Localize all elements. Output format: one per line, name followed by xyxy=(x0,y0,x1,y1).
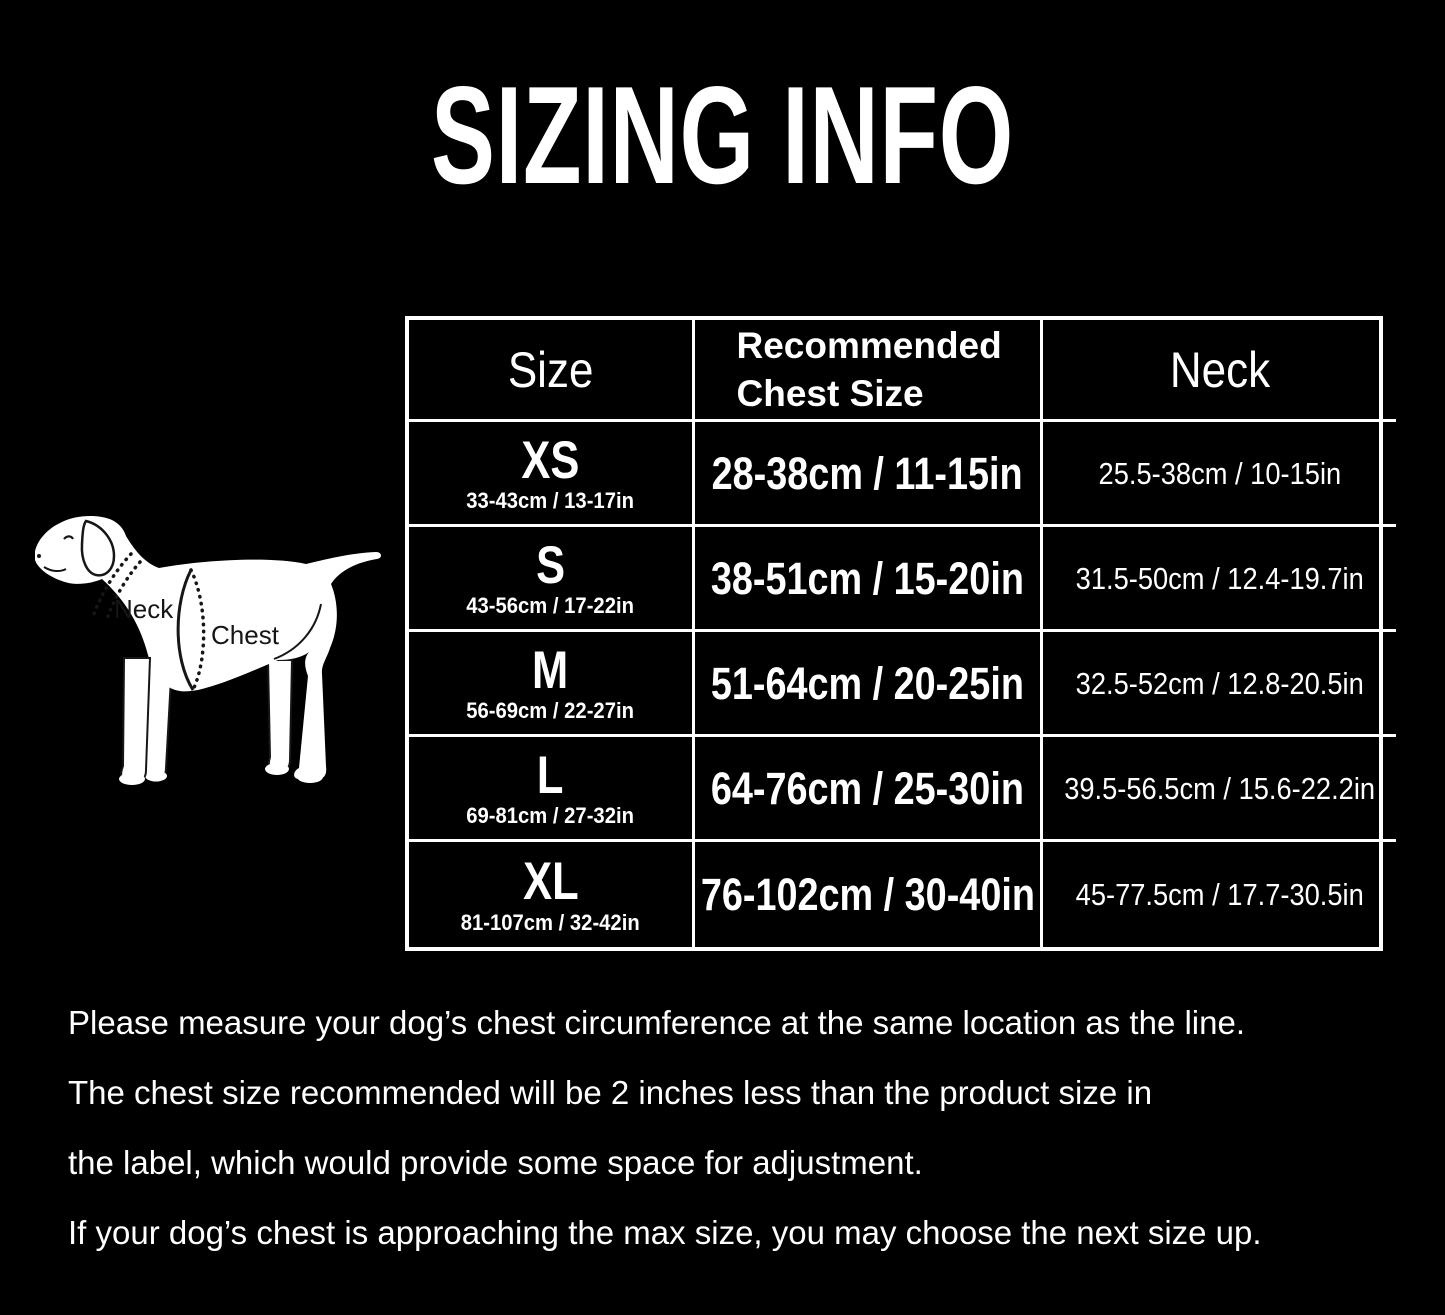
chest-cell-s: 38-51cm / 15-20in xyxy=(695,527,1043,632)
dog-diagram-svg: Neck Chest xyxy=(35,516,382,785)
neck-cell-l: 39.5-56.5cm / 15.6-22.2in xyxy=(1043,737,1397,842)
neck-measure-line xyxy=(92,552,133,616)
sizing-note: the label, which would provide some spac… xyxy=(68,1144,923,1181)
neck-range: 39.5-56.5cm / 15.6-22.2in xyxy=(1064,770,1376,806)
col-header-size-label: Size xyxy=(507,341,594,398)
size-cell-xl: XL 81-107cm / 32-42in xyxy=(409,842,695,947)
size-sub-range: 56-69cm / 22-27in xyxy=(466,698,635,724)
chest-range: 64-76cm / 25-30in xyxy=(710,762,1025,814)
size-cell-s: S 43-56cm / 17-22in xyxy=(409,527,695,632)
chest-cell-l: 64-76cm / 25-30in xyxy=(695,737,1043,842)
dog-silhouette xyxy=(35,516,382,779)
col-header-neck: Neck xyxy=(1043,320,1397,422)
neck-cell-xl: 45-77.5cm / 17.7-30.5in xyxy=(1043,842,1396,947)
size-sub-range: 43-56cm / 17-22in xyxy=(466,593,635,619)
neck-cell-m: 32.5-52cm / 12.8-20.5in xyxy=(1043,632,1397,737)
chest-range: 28-38cm / 11-15in xyxy=(711,447,1024,499)
neck-range: 45-77.5cm / 17.7-30.5in xyxy=(1075,877,1364,912)
dog-nose xyxy=(37,554,41,558)
sizing-note: The chest size recommended will be 2 inc… xyxy=(68,1074,1153,1111)
dog-mouth-line xyxy=(43,566,67,573)
size-letter: XS xyxy=(521,430,580,490)
dog-far-rear-leg xyxy=(266,659,294,772)
page-title: SIZING INFO xyxy=(430,58,1015,213)
chest-measure-line-solid xyxy=(176,569,195,691)
size-cell-l: L 69-81cm / 27-32in xyxy=(409,737,695,842)
chest-range: 38-51cm / 15-20in xyxy=(710,552,1025,604)
neck-label: Neck xyxy=(114,594,174,624)
dog-far-rear-paw xyxy=(265,763,289,775)
dog-far-front-paw xyxy=(145,770,167,782)
neck-cell-s: 31.5-50cm / 12.4-19.7in xyxy=(1043,527,1397,632)
sizing-table: Size Recommended Chest Size Neck XS 33-4… xyxy=(405,316,1397,951)
col-header-chest-label: Recommended Chest Size xyxy=(736,325,1002,414)
size-sub-range: 33-43cm / 13-17in xyxy=(466,488,635,514)
chest-label: Chest xyxy=(211,620,280,650)
chest-measure-line-dotted xyxy=(189,568,206,692)
size-letter: M xyxy=(532,640,569,700)
chest-range: 76-102cm / 30-40in xyxy=(700,869,1035,920)
dog-thigh-line xyxy=(273,603,322,660)
sizing-note: Please measure your dog’s chest circumfe… xyxy=(68,1004,1246,1041)
size-sub-range: 81-107cm / 32-42in xyxy=(461,909,640,935)
chest-cell-m: 51-64cm / 20-25in xyxy=(695,632,1043,737)
col-header-chest: Recommended Chest Size xyxy=(695,320,1043,422)
dog-near-rear-paw xyxy=(297,771,323,783)
sizing-notes: Please measure your dog’s chest circumfe… xyxy=(68,1006,1408,1286)
size-cell-xs: XS 33-43cm / 13-17in xyxy=(409,422,695,527)
col-header-neck-label: Neck xyxy=(1169,341,1270,398)
neck-range: 31.5-50cm / 12.4-19.7in xyxy=(1075,560,1364,596)
neck-measure-line-2 xyxy=(104,560,142,624)
neck-range: 32.5-52cm / 12.8-20.5in xyxy=(1075,665,1364,701)
chest-cell-xl: 76-102cm / 30-40in xyxy=(695,842,1043,947)
chest-cell-xs: 28-38cm / 11-15in xyxy=(695,422,1043,527)
dog-ear xyxy=(80,519,116,577)
neck-range: 25.5-38cm / 10-15in xyxy=(1098,455,1341,491)
size-sub-range: 69-81cm / 27-32in xyxy=(466,803,635,829)
dog-near-front-paw xyxy=(119,773,145,785)
size-letter: XL xyxy=(522,852,579,912)
dog-measurement-diagram: Neck Chest xyxy=(28,508,388,798)
sizing-note: If your dog’s chest is approaching the m… xyxy=(68,1214,1262,1251)
size-cell-m: M 56-69cm / 22-27in xyxy=(409,632,695,737)
size-letter: L xyxy=(537,745,564,805)
chest-range: 51-64cm / 20-25in xyxy=(710,657,1025,709)
col-header-size: Size xyxy=(409,320,695,422)
dog-eye xyxy=(63,535,74,540)
dog-near-front-leg xyxy=(120,657,152,782)
size-letter: S xyxy=(535,535,565,595)
neck-cell-xs: 25.5-38cm / 10-15in xyxy=(1043,422,1397,527)
